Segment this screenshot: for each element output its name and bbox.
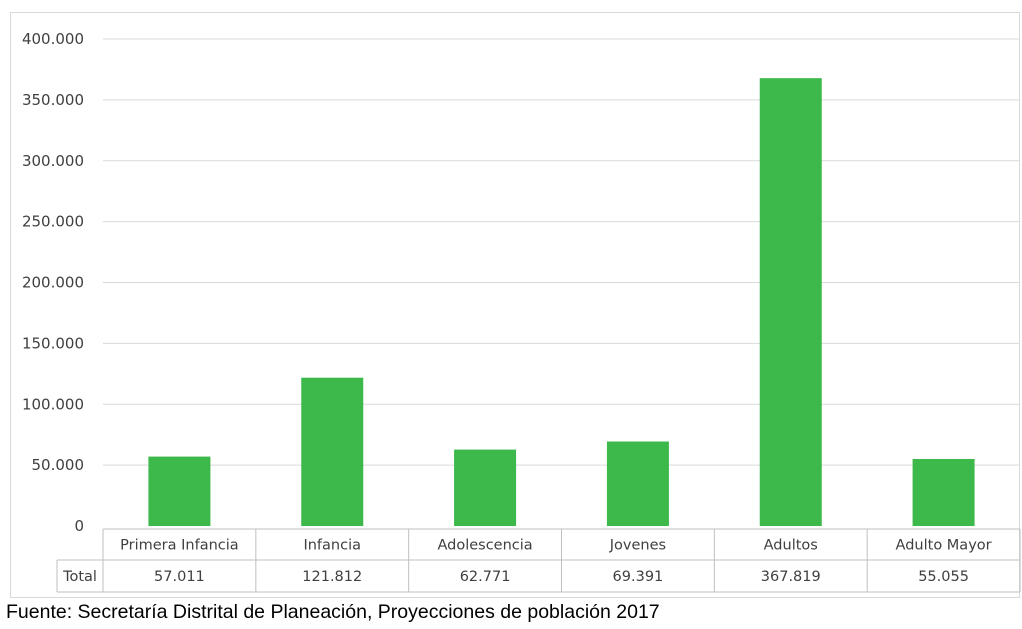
value-label: 69.391 (613, 569, 664, 585)
bar-chart: 0 50.000 100.000 150.000 200.000 250.000 300.0… (22, 30, 1021, 593)
y-tick-label: 150.000 (22, 334, 84, 352)
table-row-label: Total (62, 569, 97, 585)
value-label: 121.812 (302, 569, 362, 585)
y-tick-label: 250.000 (22, 213, 84, 231)
y-tick-label: 300.000 (22, 152, 84, 170)
bar (454, 449, 517, 526)
y-tick-label: 200.000 (22, 274, 84, 292)
category-label: Infancia (303, 538, 361, 554)
value-label: 55.055 (918, 569, 969, 585)
bar (606, 441, 669, 526)
value-label: 367.819 (761, 569, 821, 585)
y-tick-label: 0 (74, 517, 84, 535)
bar (912, 458, 975, 526)
category-label: Adolescencia (437, 538, 532, 554)
bar (759, 78, 822, 527)
value-label: 57.011 (154, 569, 205, 585)
category-label: Primera Infancia (120, 538, 239, 554)
y-tick-label: 50.000 (32, 456, 85, 474)
y-tick-label: 400.000 (22, 30, 84, 48)
y-axis-ticks: 0 50.000 100.000 150.000 200.000 250.000 300.0… (22, 30, 84, 535)
category-label: Adultos (764, 538, 818, 554)
y-tick-label: 100.000 (22, 395, 84, 413)
gridlines (103, 38, 1020, 466)
bars (148, 78, 975, 527)
bar (148, 456, 211, 526)
category-label: Adulto Mayor (896, 538, 992, 554)
data-table: Total Primera Infancia 57.011 Infancia 121.8… (56, 528, 1021, 593)
bar (301, 377, 364, 526)
category-label: Jovenes (609, 538, 666, 554)
value-label: 62.771 (460, 569, 511, 585)
y-tick-label: 350.000 (22, 91, 84, 109)
source-note: Fuente: Secretaría Distrital de Planeaci… (6, 601, 660, 623)
